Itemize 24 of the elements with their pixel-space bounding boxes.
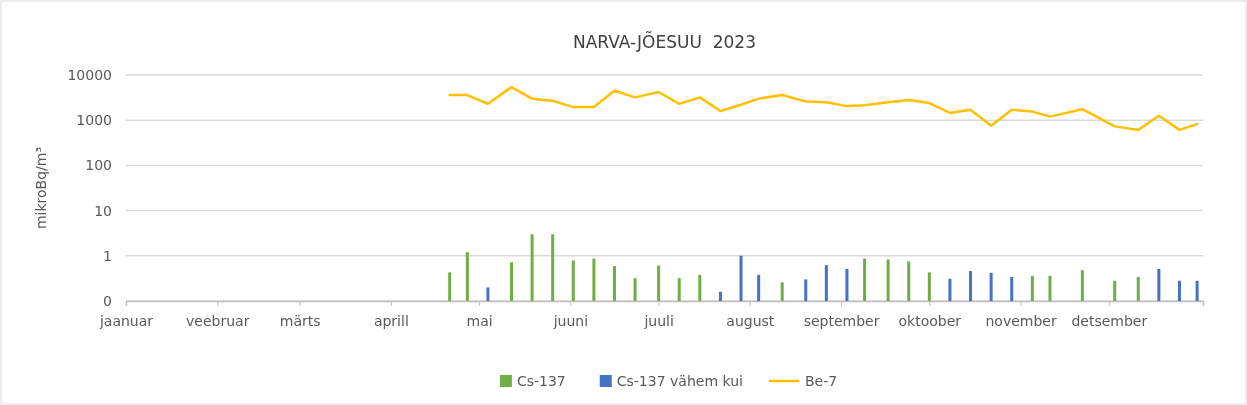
x-tick-label: juuli (643, 312, 674, 329)
x-tick-label: aprill (373, 312, 409, 329)
x-tick-label: detsember (1071, 312, 1148, 329)
y-tick-label: 100 (85, 157, 112, 174)
x-tick-label: september (803, 312, 880, 329)
x-tick-label: november (985, 312, 1057, 329)
legend-label: Cs-137 vähem kui (616, 373, 743, 389)
y-tick-label: 0 (103, 292, 112, 309)
legend-label: Cs-137 (516, 373, 566, 389)
x-tick-label: jaanuar (98, 312, 154, 329)
line-series (448, 85, 1199, 132)
y-tick-label: 10 (94, 202, 112, 219)
x-tick-label: mai (466, 312, 493, 329)
x-tick-label: oktoober (898, 312, 962, 329)
y-tick-label: 1 (103, 247, 112, 264)
x-tick-label: juuni (552, 312, 589, 329)
y-tick-label: 10000 (67, 66, 112, 83)
y-axis-title: mikroBq/m³ (33, 146, 49, 230)
y-tick-label: 1000 (76, 112, 112, 129)
x-tick-label: august (726, 312, 775, 329)
x-tick-label: märts (279, 312, 321, 329)
legend-label: Be-7 (804, 373, 838, 389)
x-tick-label: veebruar (186, 312, 250, 329)
chart-title: NARVA-JÕESUU 2023 (573, 31, 756, 52)
